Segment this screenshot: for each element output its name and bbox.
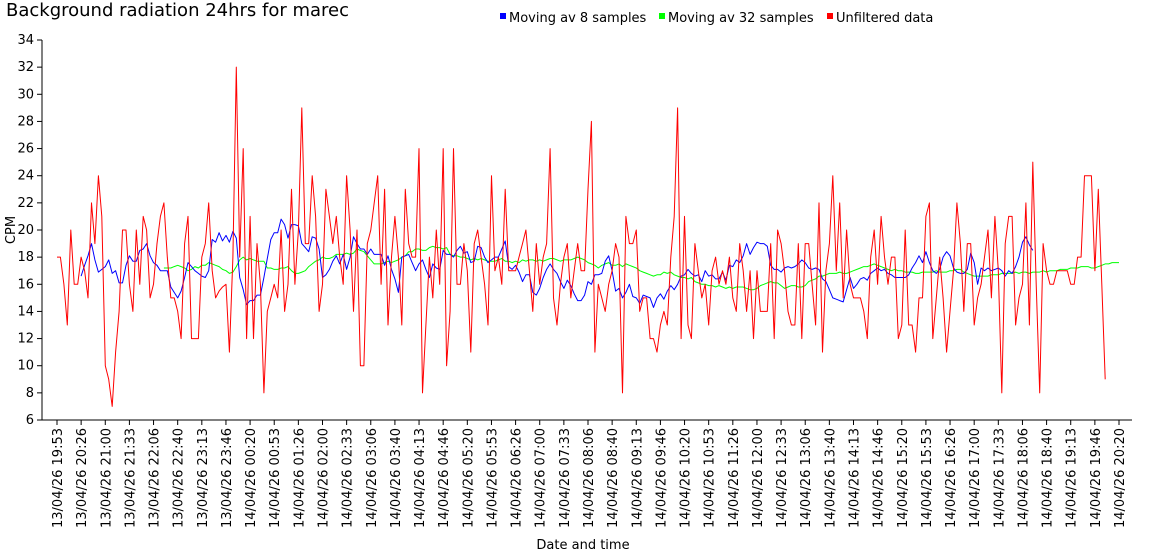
- x-tick-label: 14/04/26 06:26: [510, 428, 525, 528]
- x-tick-label: 13/04/26 23:46: [220, 428, 235, 528]
- x-axis-title: Date and time: [536, 538, 629, 553]
- series-layer: [57, 66, 1119, 407]
- y-tick-label: 32: [17, 60, 34, 75]
- legend-label: Moving av 8 samples: [509, 11, 647, 26]
- x-tick-label: 14/04/26 00:53: [268, 428, 283, 528]
- x-tick-label: 14/04/26 16:26: [944, 428, 959, 528]
- x-tick-label: 13/04/26 22:40: [172, 428, 187, 528]
- y-axis-title: CPM: [4, 216, 19, 244]
- x-tick-label: 14/04/26 09:46: [654, 428, 669, 528]
- x-tick-label: 14/04/26 10:20: [679, 428, 694, 528]
- x-tick-label: 14/04/26 03:06: [365, 428, 380, 528]
- x-tick-label: 14/04/26 04:46: [437, 428, 452, 528]
- x-tick-label: 14/04/26 05:53: [485, 428, 500, 528]
- series-line-2: [57, 66, 1106, 407]
- y-tick-label: 10: [17, 359, 34, 374]
- legend-label: Unfiltered data: [836, 11, 933, 26]
- y-tick-label: 12: [17, 332, 34, 347]
- x-tick-label: 14/04/26 12:33: [775, 428, 790, 528]
- x-tick-label: 14/04/26 07:33: [558, 428, 573, 528]
- y-tick-label: 26: [17, 142, 34, 157]
- x-tick-label: 14/04/26 00:20: [244, 428, 259, 528]
- x-tick-label: 14/04/26 08:40: [606, 428, 621, 528]
- y-tick-label: 34: [17, 33, 34, 48]
- x-tick-label: 14/04/26 04:13: [413, 428, 428, 528]
- x-tick-label: 14/04/26 15:53: [920, 428, 935, 528]
- x-tick-label: 14/04/26 13:40: [823, 428, 838, 528]
- x-tick-label: 14/04/26 18:40: [1041, 428, 1056, 528]
- x-tick-label: 14/04/26 02:00: [317, 428, 332, 528]
- x-tick-label: 14/04/26 08:06: [582, 428, 597, 528]
- y-tick-label: 30: [17, 87, 34, 102]
- x-tick-label: 14/04/26 03:40: [389, 428, 404, 528]
- x-tick-label: 13/04/26 23:13: [196, 428, 211, 528]
- x-tick-label: 14/04/26 14:13: [848, 428, 863, 528]
- x-tick-label: 14/04/26 15:20: [896, 428, 911, 528]
- y-axis: 6 8 10 12 14 16 18 20 22 24 26 28 30 32 34: [17, 33, 43, 428]
- x-tick-label: 14/04/26 02:33: [341, 428, 356, 528]
- chart-title: Background radiation 24hrs for marec: [6, 0, 349, 21]
- x-axis: 13/04/26 19:53 13/04/26 20:26 13/04/26 21:…: [42, 419, 1132, 528]
- x-tick-label: 14/04/26 19:46: [1089, 428, 1104, 528]
- y-tick-label: 16: [17, 277, 34, 292]
- y-tick-label: 28: [17, 114, 34, 129]
- x-tick-label: 14/04/26 01:26: [292, 428, 307, 528]
- x-tick-label: 13/04/26 21:00: [99, 428, 114, 528]
- legend: Moving av 8 samples Moving av 32 samples U…: [500, 11, 933, 26]
- legend-label: Moving av 32 samples: [668, 11, 814, 26]
- legend-swatch: [827, 13, 833, 19]
- y-tick-label: 24: [17, 169, 34, 184]
- y-tick-label: 22: [17, 196, 34, 211]
- y-tick-label: 14: [17, 304, 34, 319]
- x-tick-label: 13/04/26 21:33: [123, 428, 138, 528]
- x-tick-label: 14/04/26 14:46: [872, 428, 887, 528]
- x-tick-label: 14/04/26 09:13: [630, 428, 645, 528]
- x-tick-label: 14/04/26 19:13: [1065, 428, 1080, 528]
- series-line-1: [163, 245, 1119, 291]
- y-tick-label: 8: [26, 386, 34, 401]
- y-tick-label: 6: [26, 413, 34, 428]
- x-tick-label: 14/04/26 17:00: [968, 428, 983, 528]
- legend-swatch: [659, 13, 665, 19]
- x-tick-label: 14/04/26 05:20: [461, 428, 476, 528]
- x-tick-label: 13/04/26 22:06: [148, 428, 163, 528]
- x-tick-label: 14/04/26 20:20: [1113, 428, 1128, 528]
- x-tick-label: 14/04/26 18:06: [1016, 428, 1031, 528]
- x-tick-label: 14/04/26 10:53: [703, 428, 718, 528]
- x-tick-label: 14/04/26 17:33: [992, 428, 1007, 528]
- y-tick-label: 18: [17, 250, 34, 265]
- x-tick-label: 14/04/26 13:06: [799, 428, 814, 528]
- x-tick-label: 13/04/26 19:53: [51, 428, 66, 528]
- x-tick-label: 14/04/26 11:26: [727, 428, 742, 528]
- legend-swatch: [500, 13, 506, 19]
- y-tick-label: 20: [17, 223, 34, 238]
- x-tick-label: 13/04/26 20:26: [75, 428, 90, 528]
- x-tick-label: 14/04/26 07:00: [534, 428, 549, 528]
- x-tick-label: 14/04/26 12:00: [751, 428, 766, 528]
- series-line-0: [80, 218, 1034, 308]
